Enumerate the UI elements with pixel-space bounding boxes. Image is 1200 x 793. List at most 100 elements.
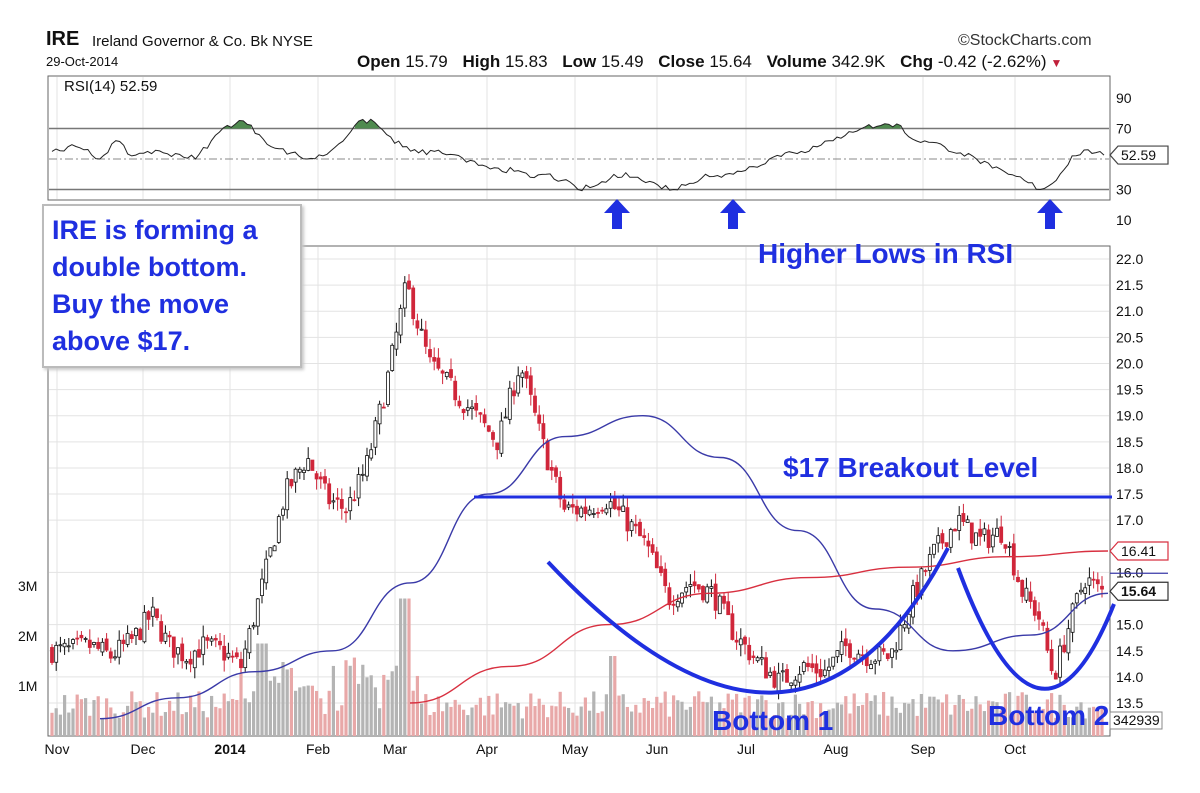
volume-bar xyxy=(924,707,928,736)
rsi-layer xyxy=(51,118,1105,192)
candle-body xyxy=(906,613,911,629)
candle-body xyxy=(478,412,483,415)
volume-bar xyxy=(827,709,831,736)
volume-bar xyxy=(537,698,541,736)
candle-body xyxy=(201,636,206,655)
candle-body xyxy=(75,637,80,640)
candle-body xyxy=(722,595,726,604)
candle-body xyxy=(142,611,147,643)
volume-bar xyxy=(999,710,1003,736)
candle-body xyxy=(1007,546,1012,548)
volume-bar xyxy=(88,715,92,736)
candle-body xyxy=(596,512,600,514)
candle-body xyxy=(810,663,815,668)
volume-bar xyxy=(970,708,974,736)
candle-body xyxy=(306,458,311,471)
candle-body xyxy=(1070,603,1075,633)
rsi-overbought-fill xyxy=(354,119,379,129)
volume-bar xyxy=(193,707,197,736)
volume-bar xyxy=(54,708,58,736)
candle-body xyxy=(667,587,672,606)
candle-body xyxy=(877,646,882,662)
candle-body xyxy=(507,387,512,420)
candle-body xyxy=(789,682,794,686)
volume-bar xyxy=(949,714,953,736)
price-tick-label: 18.0 xyxy=(1116,460,1143,476)
candle-layer xyxy=(50,274,1104,700)
company-name: Ireland Governor & Co. Bk NYSE xyxy=(92,33,313,50)
volume-bar xyxy=(520,718,524,736)
volume-bar xyxy=(331,665,335,736)
volume-bar xyxy=(268,680,272,736)
volume-bar xyxy=(823,711,827,736)
candle-body xyxy=(482,414,487,424)
volume-bar xyxy=(1062,704,1066,736)
candle-body xyxy=(461,409,466,414)
volume-bar xyxy=(218,708,222,736)
candle-body xyxy=(155,608,159,619)
open-label: Open xyxy=(357,52,401,71)
volume-bar xyxy=(533,706,537,736)
candle-body xyxy=(839,641,844,655)
volume-bar xyxy=(466,715,470,736)
volume-bar xyxy=(781,702,785,736)
quote-strip: Open 15.79 High 15.83 Low 15.49 Close 15… xyxy=(357,52,1062,72)
candle-body xyxy=(759,657,764,660)
candle-body xyxy=(423,329,428,347)
candle-body xyxy=(407,280,411,290)
chart-date: 29-Oct-2014 xyxy=(46,54,119,69)
candle-body xyxy=(822,669,827,677)
volume-bar xyxy=(432,712,436,736)
candle-body xyxy=(1062,644,1067,653)
volume-bar xyxy=(58,714,62,736)
candle-body xyxy=(318,476,323,480)
candle-body xyxy=(1074,593,1079,604)
volume-bar xyxy=(92,700,96,736)
volume-bar xyxy=(252,691,256,736)
candle-body xyxy=(990,534,995,548)
candle-body xyxy=(247,628,252,654)
rsi-overbought-fill xyxy=(223,120,252,129)
volume-bar xyxy=(760,695,764,736)
x-axis-tick-label: Aug xyxy=(824,741,849,757)
candle-body xyxy=(1049,649,1054,672)
volume-bar xyxy=(915,715,919,736)
candle-body xyxy=(1095,579,1100,585)
candle-body xyxy=(92,642,96,645)
volume-bar xyxy=(739,712,743,736)
volume-bar xyxy=(197,691,201,736)
x-axis-tick-label: Jun xyxy=(646,741,669,757)
candle-body xyxy=(541,423,546,440)
volume-bar xyxy=(764,700,768,736)
candle-body xyxy=(940,533,945,544)
candle-body xyxy=(516,375,521,394)
candle-body xyxy=(604,508,609,514)
volume-bar xyxy=(991,701,995,736)
candle-body xyxy=(218,640,222,646)
volume-bar xyxy=(856,706,860,736)
volume-bar xyxy=(852,693,856,736)
volume-bar xyxy=(499,707,503,736)
candle-body xyxy=(348,497,353,512)
volume-bar xyxy=(575,715,579,736)
candle-body xyxy=(713,583,718,611)
candle-body xyxy=(377,403,382,425)
volume-bar xyxy=(583,697,587,736)
volume-bar xyxy=(378,708,382,736)
volume-bar xyxy=(596,712,600,736)
candle-body xyxy=(780,670,785,673)
candle-body xyxy=(512,390,516,397)
moving-average-layer xyxy=(99,414,1109,720)
candle-body xyxy=(869,664,873,670)
candle-body xyxy=(465,407,470,411)
price-tick-label: 20.5 xyxy=(1116,329,1143,345)
volume-bar xyxy=(957,694,961,736)
candle-body xyxy=(575,505,579,515)
volume-bar xyxy=(772,714,776,736)
volume-bar xyxy=(512,705,516,736)
volume-bar xyxy=(848,713,852,736)
candle-body xyxy=(213,638,218,641)
x-axis-tick-label: Oct xyxy=(1004,741,1026,757)
volume-bar xyxy=(487,695,491,736)
copyright-link[interactable]: ©StockCharts.com xyxy=(958,32,1092,49)
